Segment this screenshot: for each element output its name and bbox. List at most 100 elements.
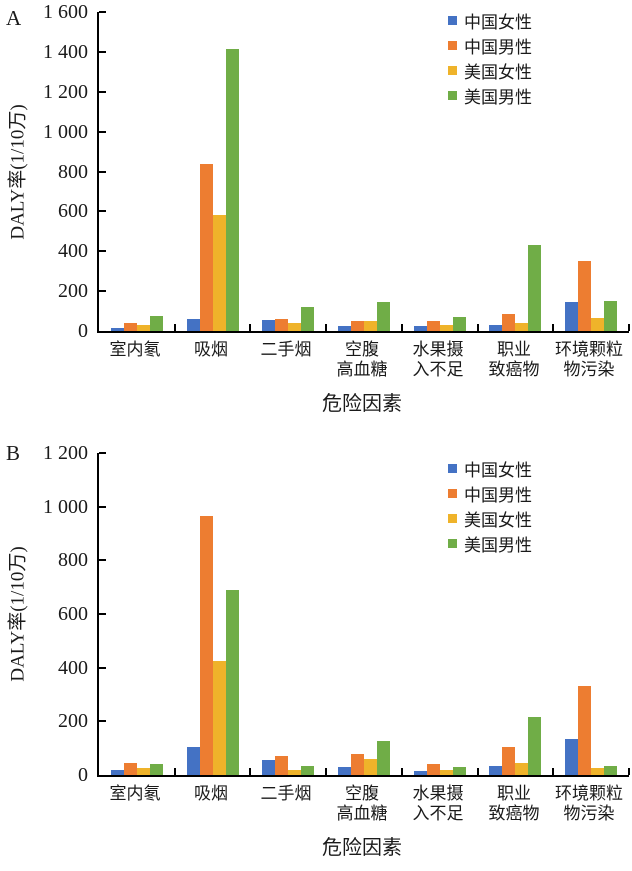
bar-中国女性-1 [111,770,124,775]
bar-美国男性-5 [453,767,466,775]
x-category-label: 水果摄 入不足 [412,340,464,379]
y-tick-mark [99,131,106,133]
legend-marker-icon [448,16,457,25]
bar-中国男性-5 [427,321,440,331]
y-tick-label: 1 000 [43,496,88,518]
x-tick-mark [174,768,176,775]
legend-item-美国女性: 美国女性 [448,506,532,531]
panel-label: B [6,441,21,465]
x-tick-mark [477,324,479,331]
panel-label: A [6,6,22,30]
x-category-label: 二手烟 [260,340,312,359]
y-tick-label: 200 [58,710,88,732]
legend-label: 美国女性 [464,511,532,530]
x-category-label: 吸烟 [194,784,228,803]
bar-中国男性-7 [578,261,591,331]
y-tick-label: 1 400 [43,41,88,63]
y-tick-label: 1 200 [43,442,88,464]
bar-中国男性-6 [502,747,515,775]
x-tick-mark [325,768,327,775]
bar-美国女性-4 [364,321,377,331]
legend-marker-icon [448,66,457,75]
x-category-label: 环境颗粒 物污染 [555,784,623,823]
x-tick-mark [401,324,403,331]
x-category-label: 水果摄 入不足 [412,784,464,823]
legend-item-美国男性: 美国男性 [448,531,532,556]
bar-美国女性-1 [137,325,150,331]
x-tick-mark [628,768,630,775]
x-axis-title: 危险因素 [322,393,402,415]
bar-中国男性-3 [275,319,288,331]
bar-中国女性-1 [111,328,124,331]
x-tick-mark [477,768,479,775]
x-tick-mark [249,768,251,775]
bar-中国女性-4 [338,326,351,331]
y-tick-label: 800 [58,549,88,571]
legend-item-中国男性: 中国男性 [448,33,532,58]
bar-美国男性-4 [377,302,390,331]
legend-marker-icon [448,464,457,473]
plot-area [97,452,630,777]
y-tick-label: 800 [58,161,88,183]
x-category-label: 二手烟 [260,784,312,803]
bar-美国女性-2 [213,215,226,331]
bar-美国男性-1 [150,764,163,775]
bar-美国男性-7 [604,301,617,331]
bar-中国男性-4 [351,754,364,775]
legend-label: 中国女性 [464,461,532,480]
y-tick-mark [99,720,106,722]
bar-中国男性-2 [200,164,213,331]
bar-美国男性-3 [301,307,314,331]
bar-中国女性-2 [187,747,200,775]
bar-中国女性-4 [338,767,351,775]
legend-item-中国男性: 中国男性 [448,481,532,506]
legend-label: 美国女性 [464,63,532,82]
x-tick-mark [552,768,554,775]
legend-marker-icon [448,514,457,523]
y-tick-mark [99,290,106,292]
x-tick-mark [249,324,251,331]
x-category-label: 吸烟 [194,340,228,359]
plot-area [97,11,630,333]
bar-中国女性-7 [565,302,578,331]
y-tick-label: 400 [58,657,88,679]
bar-美国男性-5 [453,317,466,331]
x-category-label: 空腹 高血糖 [336,784,388,823]
legend-label: 中国男性 [464,486,532,505]
x-category-label: 环境颗粒 物污染 [555,340,623,379]
bar-美国男性-7 [604,766,617,775]
y-tick-label: 200 [58,280,88,302]
bar-中国男性-5 [427,764,440,775]
y-tick-label: 0 [78,320,88,342]
y-tick-label: 400 [58,240,88,262]
bar-美国男性-4 [377,741,390,775]
bar-美国女性-7 [591,768,604,775]
legend-marker-icon [448,41,457,50]
y-tick-mark [99,210,106,212]
bar-美国男性-2 [226,49,239,331]
bar-美国女性-5 [440,325,453,331]
bar-美国女性-2 [213,661,226,775]
legend-marker-icon [448,91,457,100]
bar-美国女性-4 [364,759,377,775]
bar-中国女性-3 [262,760,275,775]
bar-美国女性-6 [515,763,528,775]
legend-item-中国女性: 中国女性 [448,456,532,481]
bar-中国男性-6 [502,314,515,331]
y-tick-label: 600 [58,603,88,625]
x-category-label: 室内氡 [109,340,161,359]
legend-label: 美国男性 [464,536,532,555]
x-tick-mark [174,324,176,331]
y-tick-label: 1 600 [43,1,88,23]
x-category-label: 室内氡 [109,784,161,803]
bar-美国女性-7 [591,318,604,331]
bar-中国女性-5 [414,771,427,775]
bar-中国女性-7 [565,739,578,775]
bar-中国男性-1 [124,763,137,775]
y-tick-label: 600 [58,200,88,222]
bar-中国男性-7 [578,686,591,775]
bar-美国女性-3 [288,770,301,775]
bar-美国女性-1 [137,768,150,775]
bar-中国男性-1 [124,323,137,331]
